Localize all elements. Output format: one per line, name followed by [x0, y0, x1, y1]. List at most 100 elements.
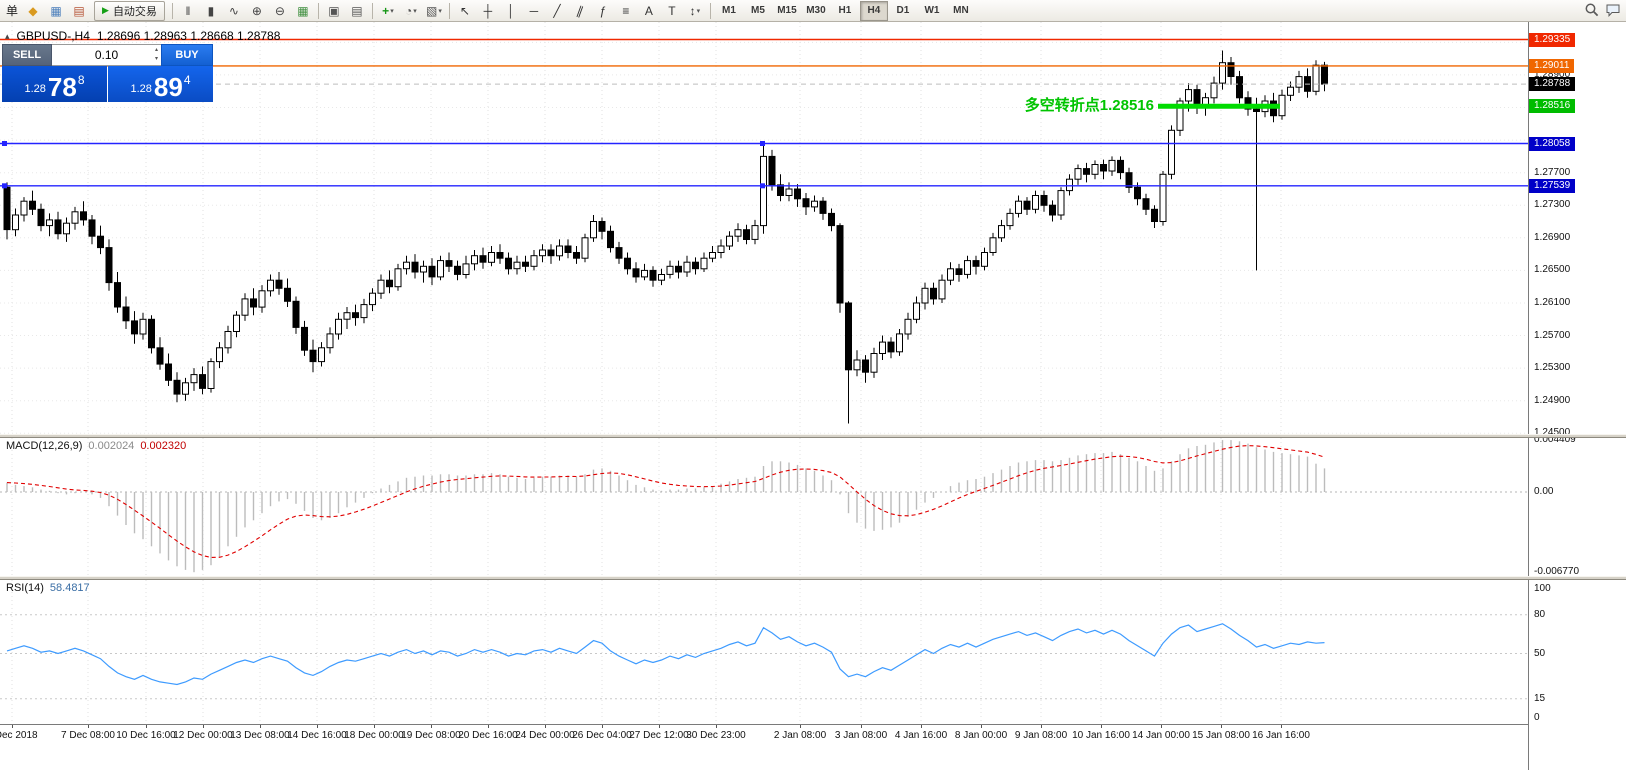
- chart-symbol-period: GBPUSD-,H4: [16, 29, 90, 43]
- trendline-icon[interactable]: ╱: [553, 3, 561, 18]
- timeframe-W1[interactable]: W1: [924, 5, 940, 16]
- chart-window-icon[interactable]: ▦: [50, 3, 62, 18]
- time-axis-label: 14 Dec 16:00: [287, 730, 347, 741]
- price-chart[interactable]: [0, 22, 1528, 434]
- rsi-axis-label: 0: [1534, 712, 1540, 723]
- period-selector-icon[interactable]: ◔ ▾: [405, 3, 417, 18]
- macd-label: MACD(12,26,9) 0.002024 0.002320: [6, 440, 187, 452]
- price-level-label: 1.28058: [1529, 136, 1576, 151]
- price-tick-label: 1.28900: [1534, 68, 1571, 80]
- new-chart-icon[interactable]: ▣: [328, 3, 340, 18]
- vertical-line-icon[interactable]: │: [507, 3, 515, 18]
- time-axis-label: 19 Dec 08:00: [401, 730, 461, 741]
- toolbar: 单 ◆ ▦ ▤ ▶ 自动交易 ‖ ▮ ∿ ⊕ ⊖ ▦ ▣ ▤ + ▾ ◔ ▾ ▧ ▾ ↖ ┼ │ ─ ╱ ∥ ƒ ≡ A T…: [0, 0, 1626, 22]
- pane-divider[interactable]: [0, 434, 1626, 438]
- zoom-in-icon[interactable]: ⊕: [251, 3, 262, 18]
- rsi-value: 58.4817: [49, 582, 90, 594]
- dropdown-arrow-icon: ▾: [438, 7, 442, 15]
- arrows-menu-icon[interactable]: ↕ ▾: [689, 3, 701, 18]
- tile-windows-icon[interactable]: ▦: [297, 3, 309, 18]
- timeframe-M5[interactable]: M5: [750, 5, 765, 16]
- macd-signal-value: 0.002320: [140, 440, 187, 452]
- timeframe-H1[interactable]: H1: [838, 5, 852, 16]
- equidistant-channel-icon[interactable]: ∥: [574, 2, 586, 19]
- timeframe-M1[interactable]: M1: [721, 5, 736, 16]
- time-axis-label: 24 Dec 00:00: [515, 730, 575, 741]
- search-icon[interactable]: [1584, 2, 1600, 18]
- time-tick: [545, 725, 546, 728]
- crosshair-icon[interactable]: ┼: [483, 3, 493, 18]
- time-tick: [602, 725, 603, 728]
- time-tick: [1281, 725, 1282, 728]
- time-axis-label: 27 Dec 12:00: [629, 730, 689, 741]
- horizontal-line-icon[interactable]: ─: [529, 3, 539, 18]
- arrange-windows-icon[interactable]: ▤: [351, 3, 363, 18]
- rsi-axis-label: 80: [1534, 608, 1546, 620]
- volume-down-button[interactable]: ▾: [154, 56, 158, 62]
- pane-divider[interactable]: [0, 576, 1626, 580]
- bid-price-panel[interactable]: 1.28 78 8: [2, 66, 107, 102]
- timeframe-M15[interactable]: M15: [777, 5, 797, 16]
- time-tick: [659, 725, 660, 728]
- time-axis-label: 7 Dec 08:00: [61, 730, 115, 741]
- one-click-collapse-icon[interactable]: ▴: [5, 30, 10, 41]
- price-tick-label: 1.26500: [1534, 264, 1571, 276]
- price-level-label: 1.29011: [1529, 58, 1575, 73]
- toolbar-right-icons: [1584, 2, 1621, 18]
- toolbar-separator: [317, 2, 319, 19]
- rsi-axis-label: 50: [1534, 647, 1546, 659]
- macd-axis-label: -0.006770: [1534, 565, 1580, 577]
- line-chart-icon[interactable]: ∿: [228, 3, 239, 18]
- timeframe-H4[interactable]: H4: [859, 0, 888, 21]
- candlestick-chart-icon[interactable]: ▮: [207, 3, 215, 18]
- volume-value: 0.10: [94, 48, 119, 62]
- template-icon[interactable]: ▧ ▾: [426, 3, 442, 18]
- time-axis-label: 10 Jan 16:00: [1072, 730, 1130, 741]
- profiles-icon[interactable]: ▤: [73, 3, 85, 18]
- fibonacci-icon[interactable]: ƒ: [599, 3, 607, 18]
- chat-bubble-icon[interactable]: [1605, 2, 1621, 18]
- time-axis-label: 30 Dec 23:00: [686, 730, 746, 741]
- time-axis-label: 3 Jan 08:00: [834, 730, 888, 741]
- current-price-label: 1.28788: [1529, 77, 1576, 92]
- indicators-add-icon[interactable]: + ▾: [382, 3, 394, 18]
- bar-chart-icon[interactable]: ‖: [185, 3, 191, 18]
- timeframe-D1[interactable]: D1: [896, 5, 910, 16]
- text-icon[interactable]: A: [644, 3, 653, 18]
- price-tick-label: 1.26900: [1534, 231, 1571, 243]
- zoom-out-icon[interactable]: ⊖: [274, 3, 285, 18]
- timeframe-M30[interactable]: M30: [806, 5, 826, 16]
- time-axis-label: 15 Jan 08:00: [1192, 730, 1250, 741]
- toolbar-group-objects: ↖ ┼ │ ─ ╱ ∥ ƒ ≡ A T ↕ ▾: [454, 0, 706, 22]
- lines-menu-icon[interactable]: ≡: [622, 3, 630, 18]
- rsi-indicator-chart[interactable]: [0, 580, 1528, 724]
- timeframe-MN[interactable]: MN: [953, 5, 969, 16]
- time-axis-label: 12 Dec 00:00: [173, 730, 233, 741]
- new-order-icon[interactable]: ◆: [28, 3, 38, 18]
- time-tick: [146, 725, 147, 728]
- macd-axis-label: 0.00: [1534, 486, 1554, 497]
- one-click-trading-panel: SELL 0.10 ▴ ▾ BUY 1.28 78 8 1.28: [2, 44, 213, 102]
- menu-stub[interactable]: 单: [6, 4, 19, 18]
- volume-up-button[interactable]: ▴: [154, 47, 158, 53]
- autotrade-play-icon: ▶: [102, 5, 109, 15]
- time-tick: [88, 725, 89, 728]
- volume-field[interactable]: 0.10 ▴ ▾: [52, 44, 161, 66]
- time-axis-label: 4 Jan 16:00: [894, 730, 948, 741]
- cursor-icon[interactable]: ↖: [459, 3, 470, 18]
- price-scale[interactable]: 1.28900 1.27700 1.27300 1.26900 1.26500 1.261…: [1528, 22, 1626, 770]
- price-tick-label: 1.25300: [1534, 362, 1571, 374]
- autotrade-button[interactable]: ▶ 自动交易: [94, 0, 165, 21]
- rsi-axis-label: 100: [1534, 583, 1551, 594]
- ask-price-panel[interactable]: 1.28 89 4: [108, 66, 213, 102]
- buy-button[interactable]: BUY: [161, 44, 213, 66]
- dropdown-arrow-icon: ▾: [696, 7, 701, 15]
- pivot-annotation: 多空转折点1.28516: [1024, 97, 1154, 114]
- toolbar-group-arrange: ▣ ▤: [323, 0, 368, 22]
- text-label-icon[interactable]: T: [668, 3, 676, 18]
- time-tick: [1101, 725, 1102, 728]
- macd-indicator-chart[interactable]: [0, 438, 1528, 576]
- sell-button[interactable]: SELL: [2, 44, 52, 66]
